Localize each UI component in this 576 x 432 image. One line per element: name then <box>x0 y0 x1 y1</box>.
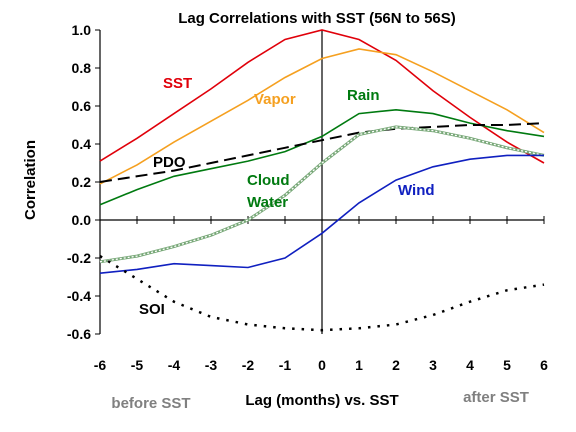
series-labels: SST Vapor Rain PDO Cloud Water Wind SOI <box>139 75 435 318</box>
y-tick-label: -0.4 <box>67 288 91 304</box>
x-tick-label: 6 <box>540 357 548 373</box>
y-axis-title: Correlation <box>22 140 39 220</box>
y-tick-label: 1.0 <box>72 22 92 38</box>
rain-label: Rain <box>347 87 380 104</box>
x-tick-label: 2 <box>392 357 400 373</box>
x-tick-label: -3 <box>205 357 218 373</box>
y-tick-label: 0.8 <box>72 60 92 76</box>
x-tick-label: 5 <box>503 357 511 373</box>
before-sst-note: before SST <box>111 395 190 412</box>
chart-title: Lag Correlations with SST (56N to 56S) <box>178 10 456 27</box>
x-tick-label: 0 <box>318 357 326 373</box>
after-sst-note: after SST <box>463 389 529 406</box>
x-tick-label: -1 <box>279 357 292 373</box>
wind-label: Wind <box>398 182 435 199</box>
soi-line <box>99 255 545 332</box>
x-tick-label: -5 <box>131 357 144 373</box>
vapor-label: Vapor <box>254 91 296 108</box>
y-tick-label: 0.2 <box>72 174 92 190</box>
y-tick-label: 0.0 <box>72 212 92 228</box>
soi-label: SOI <box>139 301 165 318</box>
cloud-water-line <box>99 125 545 264</box>
axes: 1.0 0.8 0.6 0.4 0.2 0.0 -0.2 -0.4 -0.6-6 -5 -4 -3 -2… <box>67 22 548 373</box>
x-tick-label: 3 <box>429 357 437 373</box>
x-tick-label: -2 <box>242 357 255 373</box>
vapor-line <box>99 48 545 185</box>
x-axis-title: Lag (months) vs. SST <box>245 392 398 409</box>
wind-line <box>99 154 544 274</box>
pdo-label: PDO <box>153 154 186 171</box>
x-tick-label: 4 <box>466 357 474 373</box>
x-tick-label: -6 <box>94 357 107 373</box>
y-tick-label: -0.6 <box>67 326 91 342</box>
series-lines <box>99 29 545 332</box>
sst-label: SST <box>163 75 192 92</box>
cloud-water-label-1: Cloud <box>247 172 290 189</box>
y-tick-label: -0.2 <box>67 250 91 266</box>
x-tick-label: -4 <box>168 357 181 373</box>
x-tick-label: 1 <box>355 357 363 373</box>
y-tick-label: 0.6 <box>72 98 92 114</box>
y-tick-label: 0.4 <box>72 136 92 152</box>
cloud-water-label-2: Water <box>247 194 288 211</box>
rain-line <box>99 108 545 206</box>
pdo-line <box>99 122 545 183</box>
sst-line <box>99 29 545 164</box>
